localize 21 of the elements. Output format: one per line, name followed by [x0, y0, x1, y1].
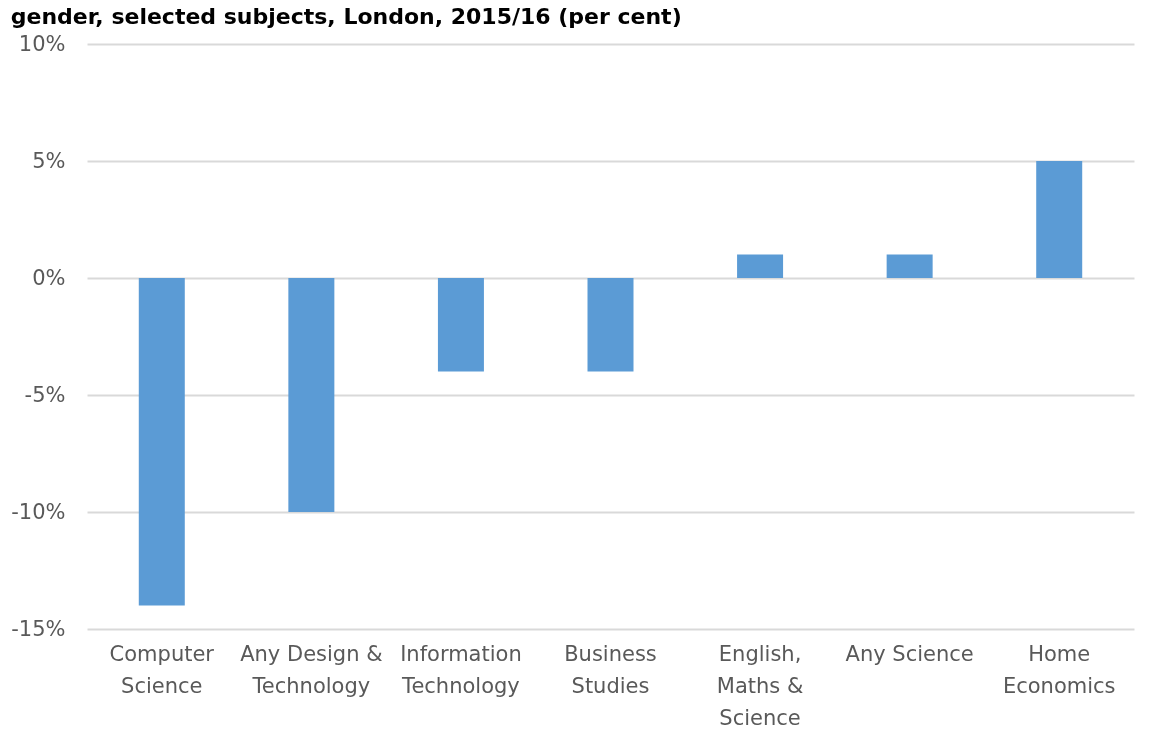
- x-tick-label: Any Science: [845, 641, 974, 666]
- bar: [737, 254, 784, 278]
- bar: [587, 278, 634, 372]
- x-tick-label: Computer Science: [109, 641, 215, 698]
- y-tick-label: 10%: [18, 31, 66, 56]
- x-tick-label: Any Design & Technology: [240, 641, 383, 698]
- bar: [138, 278, 185, 606]
- x-tick-label: Business Studies: [564, 641, 657, 698]
- y-tick-label: -10%: [11, 499, 66, 524]
- x-tick-label: Home Economics: [1002, 641, 1116, 698]
- y-tick-label: -15%: [11, 616, 66, 641]
- y-tick-label: 5%: [32, 148, 66, 173]
- bar: [288, 278, 335, 512]
- bar: [437, 278, 484, 372]
- chart-title: gender, selected subjects, London, 2015/16 (per cent): [10, 4, 682, 29]
- y-tick-label: -5%: [24, 382, 66, 407]
- x-tick-label: English, Maths & Science: [716, 641, 804, 730]
- y-tick-label: 0%: [32, 265, 66, 290]
- bar: [886, 254, 933, 278]
- bar: [1036, 161, 1083, 278]
- x-tick-label: Information Technology: [400, 641, 522, 698]
